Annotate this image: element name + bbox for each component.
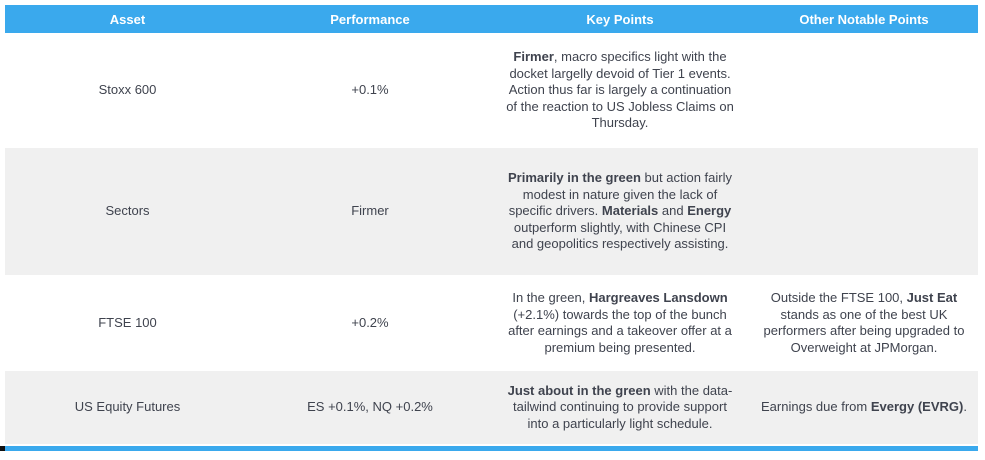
key-points-text: Primarily in the green but action fairly…: [508, 170, 732, 252]
key-points-cell: Firmer, macro specifics light with the d…: [490, 33, 750, 148]
other-notable-points-cell: [750, 148, 978, 275]
table-row-stoxx-600: Stoxx 600 +0.1% Firmer, macro specifics …: [5, 33, 978, 148]
column-header-asset: Asset: [109, 11, 146, 27]
asset-cell: Stoxx 600: [98, 82, 157, 98]
table-row-ftse-100: FTSE 100 +0.2% In the green, Hargreaves …: [5, 275, 978, 371]
bottom-accent-line: [5, 446, 978, 451]
other-notable-points-cell: [750, 33, 978, 148]
performance-cell: +0.2%: [351, 314, 389, 330]
table-row-sectors: Sectors Firmer Primarily in the green bu…: [5, 148, 978, 275]
other-notable-points-text: Outside the FTSE 100, Just Eat stands as…: [763, 290, 965, 355]
performance-cell: Firmer: [351, 203, 389, 219]
other-notable-points-text: Earnings due from Evergy (EVRG).: [761, 399, 967, 415]
key-points-cell: Primarily in the green but action fairly…: [490, 148, 750, 275]
table-header-row: Asset Performance Key Points Other Notab…: [5, 5, 978, 33]
performance-cell: +0.1%: [351, 82, 389, 98]
other-notable-points-cell: Earnings due from Evergy (EVRG).: [750, 371, 978, 444]
key-points-text: Firmer, macro specifics light with the d…: [506, 49, 734, 131]
performance-cell: ES +0.1%, NQ +0.2%: [307, 399, 433, 415]
asset-cell: US Equity Futures: [74, 399, 181, 415]
asset-cell: FTSE 100: [98, 314, 157, 330]
column-header-other-notable-points: Other Notable Points: [799, 11, 929, 27]
column-header-performance: Performance: [330, 11, 410, 27]
key-points-cell: Just about in the green with the data-ta…: [490, 371, 750, 444]
key-points-text: Just about in the green with the data-ta…: [507, 382, 733, 431]
table-row-us-equity-futures: US Equity Futures ES +0.1%, NQ +0.2% Jus…: [5, 371, 978, 444]
asset-cell: Sectors: [105, 203, 150, 219]
key-points-cell: In the green, Hargreaves Lansdown (+2.1%…: [490, 275, 750, 371]
other-notable-points-cell: Outside the FTSE 100, Just Eat stands as…: [750, 275, 978, 371]
column-header-key-points: Key Points: [586, 11, 654, 27]
page-edge-mark: [0, 446, 8, 451]
market-wrap-table: Asset Performance Key Points Other Notab…: [5, 5, 978, 444]
key-points-text: In the green, Hargreaves Lansdown (+2.1%…: [508, 290, 732, 355]
